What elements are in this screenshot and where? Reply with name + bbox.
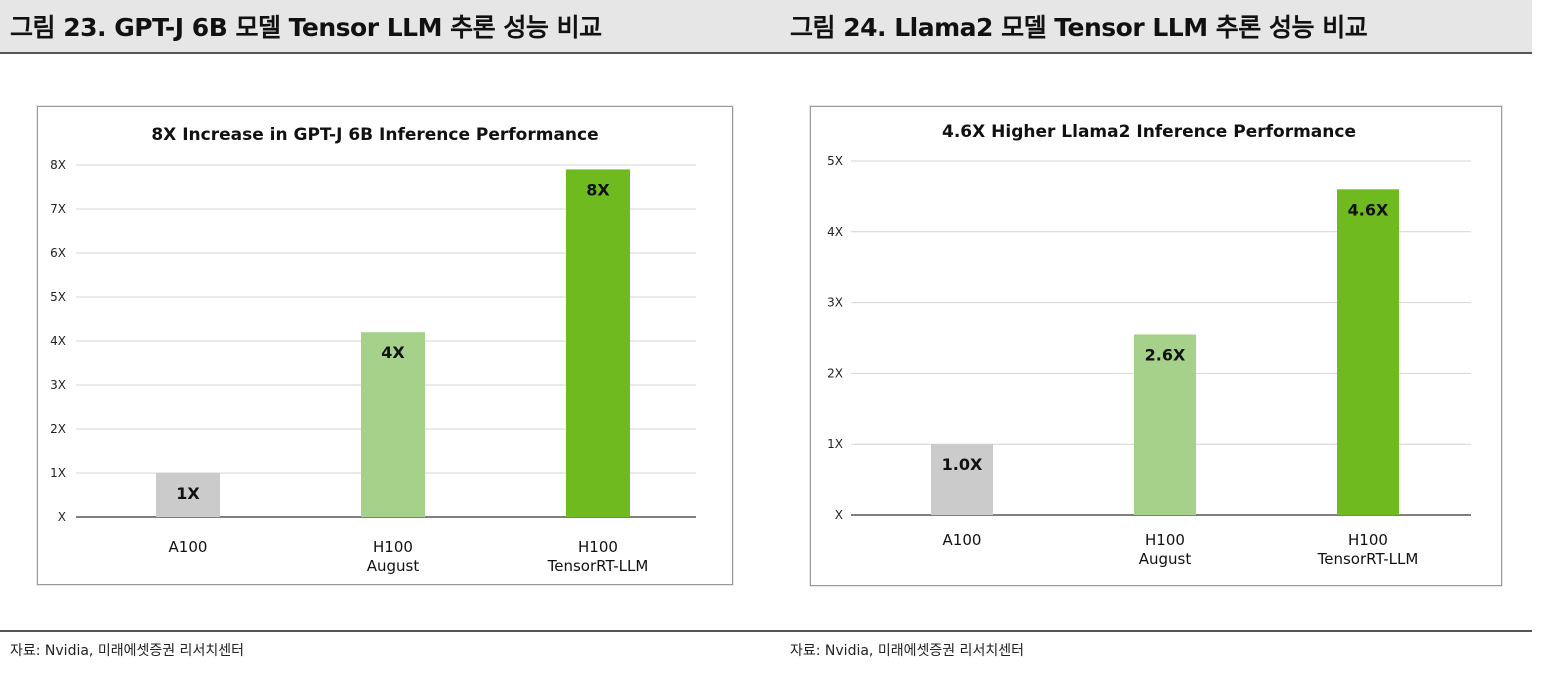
- bar: [1337, 189, 1399, 515]
- bar: [931, 444, 993, 515]
- x-category-label: TensorRT-LLM: [1317, 550, 1419, 568]
- y-tick-label: 3X: [827, 296, 843, 310]
- y-tick-label: 6X: [50, 246, 66, 260]
- figure-title-23: 그림 23. GPT-J 6B 모델 Tensor LLM 추론 성능 비교: [10, 13, 602, 42]
- y-tick-label: X: [835, 508, 843, 522]
- x-category-label: A100: [943, 531, 982, 549]
- chart-llama2-inference: 4.6X Higher Llama2 Inference Performance…: [827, 122, 1471, 568]
- x-category-label: TensorRT-LLM: [547, 557, 649, 575]
- x-category-label: A100: [169, 538, 208, 556]
- data-label: 8X: [586, 180, 610, 199]
- y-tick-label: 5X: [827, 154, 843, 168]
- y-tick-label: 1X: [50, 466, 66, 480]
- y-tick-label: 2X: [50, 422, 66, 436]
- figure-title-24: 그림 24. Llama2 모델 Tensor LLM 추론 성능 비교: [790, 13, 1368, 42]
- chart-panel-llama2: 4.6X Higher Llama2 Inference Performance…: [810, 106, 1502, 586]
- y-tick-label: 3X: [50, 378, 66, 392]
- data-label: 4X: [381, 343, 405, 362]
- bar: [361, 332, 425, 517]
- bar: [156, 473, 220, 517]
- data-label: 2.6X: [1145, 345, 1186, 364]
- y-tick-label: 5X: [50, 290, 66, 304]
- x-category-label: August: [1139, 550, 1192, 568]
- y-tick-label: 2X: [827, 366, 843, 380]
- bar: [1134, 334, 1196, 515]
- y-tick-label: X: [58, 510, 66, 524]
- y-tick-label: 4X: [827, 225, 843, 239]
- chart-title: 4.6X Higher Llama2 Inference Performance: [942, 122, 1356, 142]
- chart-gptj-inference: 8X Increase in GPT-J 6B Inference Perfor…: [50, 125, 696, 575]
- chart-title: 8X Increase in GPT-J 6B Inference Perfor…: [151, 125, 598, 145]
- y-tick-label: 8X: [50, 158, 66, 172]
- x-category-label: H100: [1145, 531, 1185, 549]
- y-tick-label: 7X: [50, 202, 66, 216]
- x-category-label: H100: [1348, 531, 1388, 549]
- bar: [566, 169, 630, 517]
- source-note-23: 자료: Nvidia, 미래에셋증권 리서치센터: [10, 643, 244, 659]
- figure-header-band: 그림 23. GPT-J 6B 모델 Tensor LLM 추론 성능 비교 그…: [0, 0, 1532, 54]
- x-category-label: H100: [578, 538, 618, 556]
- y-tick-label: 1X: [827, 437, 843, 451]
- data-label: 1X: [176, 484, 200, 503]
- chart-panel-gptj: 8X Increase in GPT-J 6B Inference Perfor…: [37, 106, 733, 585]
- y-tick-label: 4X: [50, 334, 66, 348]
- source-note-24: 자료: Nvidia, 미래에셋증권 리서치센터: [790, 643, 1024, 659]
- x-category-label: H100: [373, 538, 413, 556]
- x-category-label: August: [367, 557, 420, 575]
- source-divider: [0, 630, 1532, 632]
- data-label: 1.0X: [942, 455, 983, 474]
- data-label: 4.6X: [1348, 200, 1389, 219]
